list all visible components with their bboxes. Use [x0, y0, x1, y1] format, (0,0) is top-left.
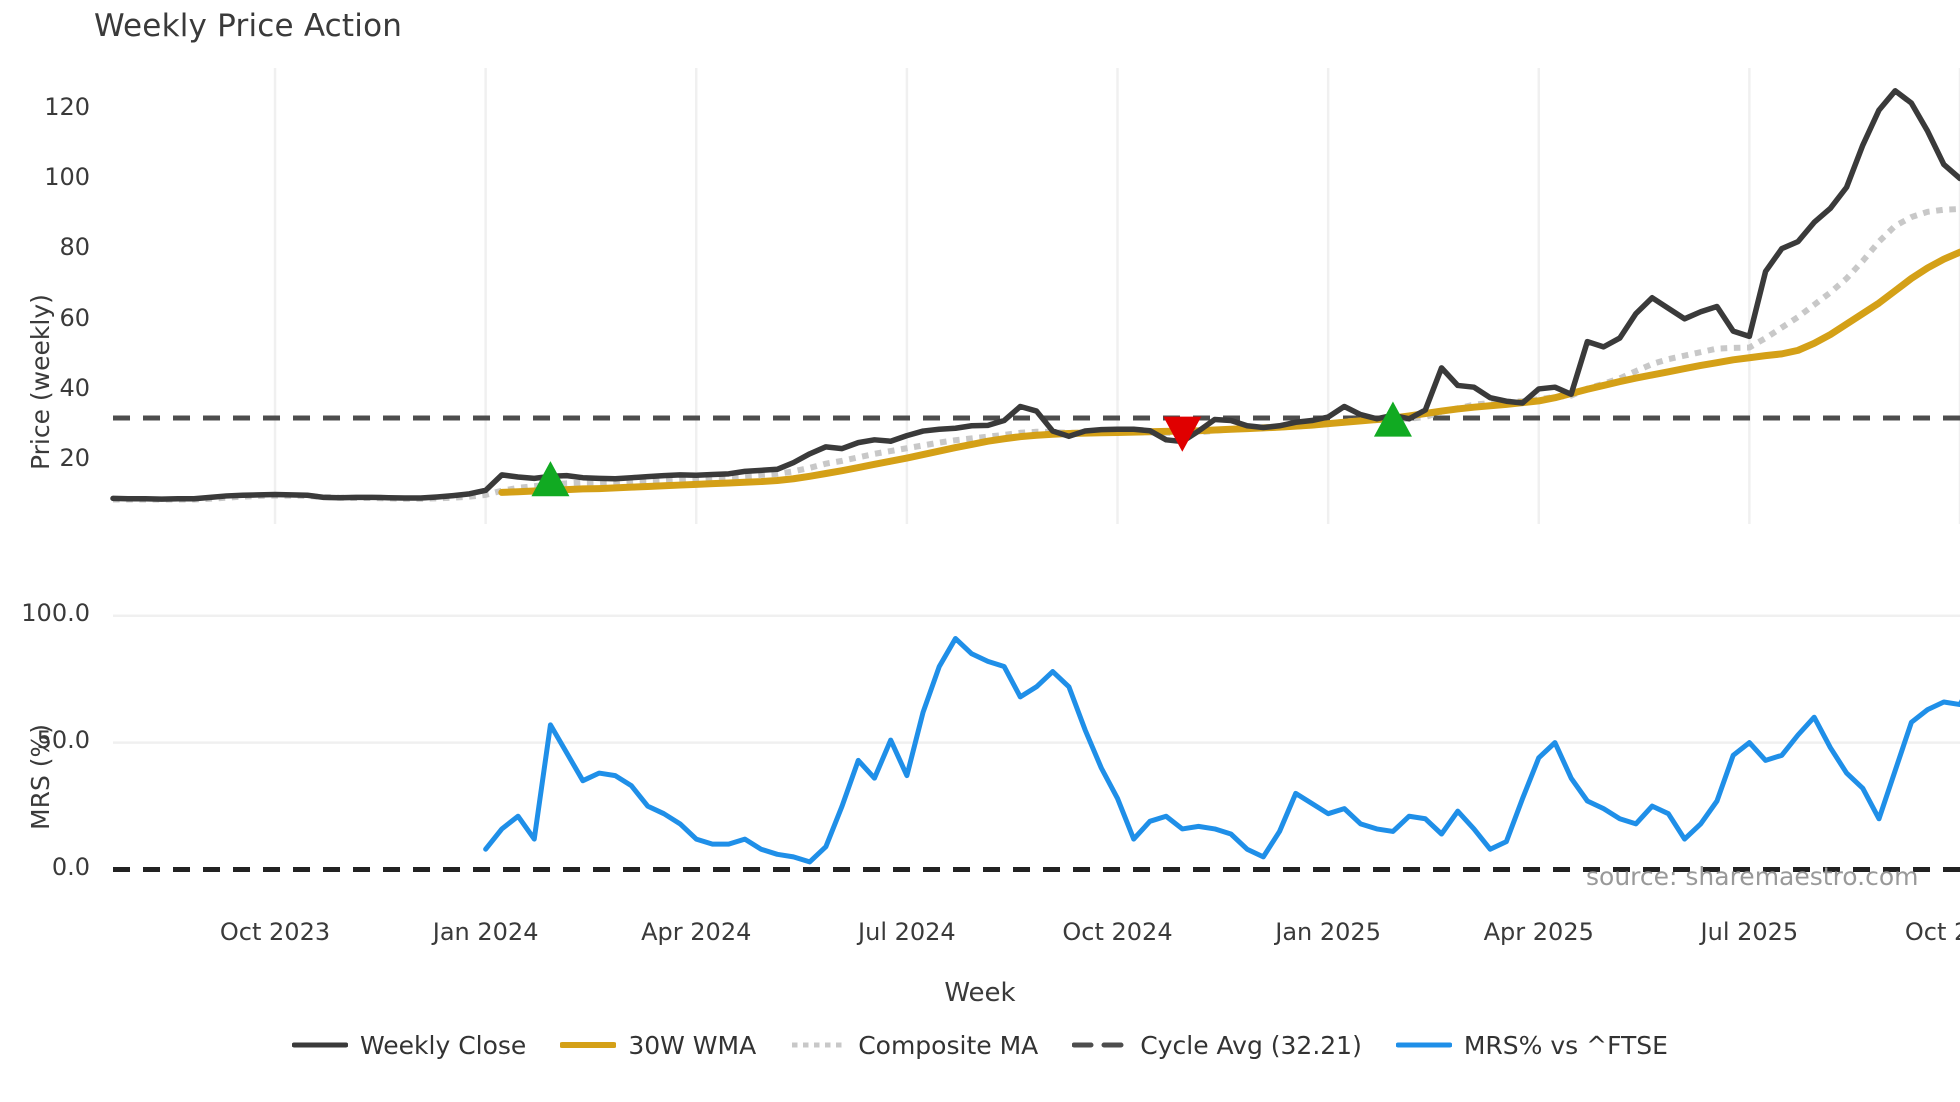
x-tick-label: Jan 2024 [432, 918, 539, 946]
legend-item[interactable]: Cycle Avg (32.21) [1072, 1031, 1362, 1060]
mrs-y-tick-label: 100.0 [21, 598, 90, 627]
x-tick-label: Jan 2025 [1275, 918, 1381, 946]
x-tick-label: Oct 2024 [1062, 918, 1173, 946]
price-y-tick-label: 60 [59, 303, 90, 332]
legend-item[interactable]: Weekly Close [292, 1031, 526, 1060]
legend-line-icon [790, 1035, 846, 1055]
x-tick-label: Apr 2024 [641, 918, 752, 946]
price-y-tick-label: 120 [44, 93, 90, 122]
mrs-series-line [483, 636, 1960, 865]
legend-item[interactable]: MRS% vs ^FTSE [1395, 1030, 1668, 1060]
legend-line-icon [1395, 1035, 1452, 1055]
mrs-chart-panel [113, 570, 1960, 900]
chart-legend: Weekly Close 30W WMA Composite MA Cycle Avg… [0, 1020, 1960, 1070]
sell-signal-marker [1163, 416, 1202, 452]
price-y-tick-label: 100 [44, 163, 90, 192]
buy-signal-marker [531, 461, 570, 497]
buy-signal-marker [1373, 401, 1412, 437]
mrs-y-tick-label: 0.0 [51, 852, 90, 881]
price-series-composite-ma [113, 206, 1960, 503]
price-y-tick-label: 40 [59, 373, 90, 402]
x-tick-label: Apr 2025 [1483, 918, 1594, 946]
legend-label: Composite MA [858, 1030, 1039, 1060]
page-title: Weekly Price Action [94, 8, 403, 44]
legend-line-icon [1072, 1035, 1129, 1055]
legend-label: Weekly Close [360, 1030, 527, 1060]
x-tick-label: Jul 2025 [1700, 918, 1799, 946]
price-series-weekly-close [110, 88, 1960, 502]
x-tick-label: Jul 2024 [858, 918, 956, 946]
legend-item[interactable]: 30W WMA [560, 1031, 756, 1060]
price-y-tick-label: 20 [59, 443, 90, 472]
price-series-30w-wma [498, 248, 1960, 496]
price-y-tick-label: 80 [59, 233, 90, 262]
legend-item[interactable]: Composite MA [790, 1031, 1038, 1060]
legend-label: 30W WMA [628, 1030, 757, 1060]
x-axis-label: Week [944, 978, 1016, 1008]
source-watermark: source: sharemaestro.com [1586, 862, 1919, 891]
legend-label: Cycle Avg (32.21) [1140, 1030, 1362, 1060]
legend-line-icon [292, 1035, 349, 1055]
x-tick-label: Oct 2023 [219, 918, 331, 946]
price-chart-panel [110, 68, 1960, 524]
legend-line-icon [560, 1035, 617, 1055]
mrs-y-tick-label: 50.0 [36, 725, 90, 754]
x-tick-label: Oct 2025 [1904, 918, 1960, 946]
legend-label: MRS% vs ^FTSE [1463, 1030, 1668, 1060]
